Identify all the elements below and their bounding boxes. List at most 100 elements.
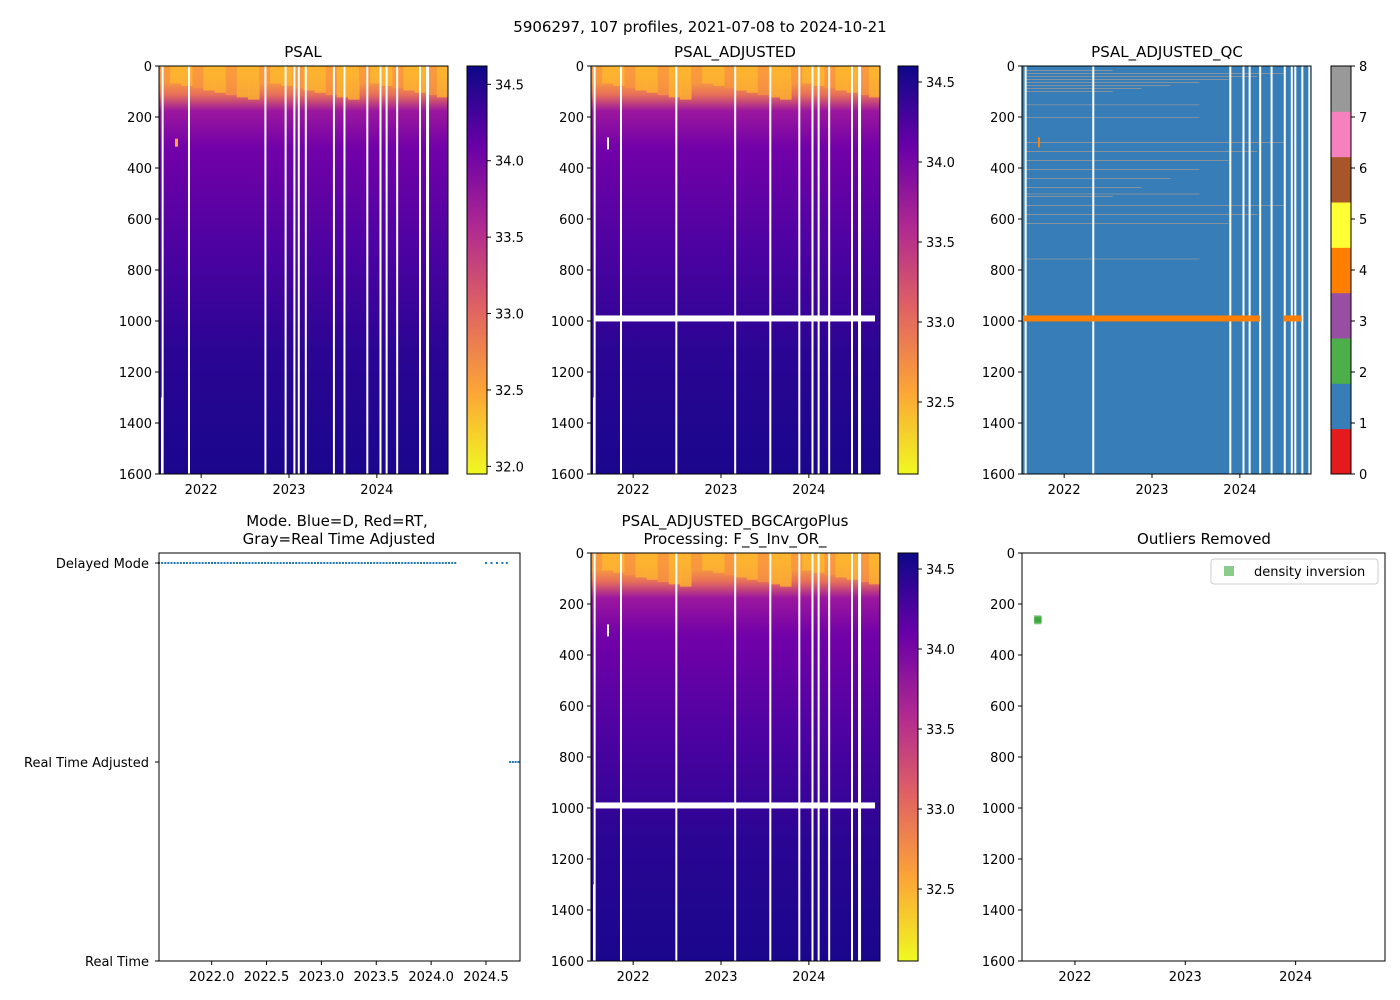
delayed-mode-point — [304, 562, 307, 564]
panel-psal-field — [159, 66, 448, 474]
colorbar-tick-label: 6 — [1359, 162, 1367, 177]
surface-fresh-layer — [713, 553, 725, 573]
panel-outliers-title: Outliers Removed — [1137, 530, 1271, 548]
xtick-label: 2023 — [704, 483, 737, 498]
qc-flag-streak — [1026, 196, 1113, 197]
delayed-mode-point — [189, 562, 192, 564]
surface-fresh-layer — [702, 66, 714, 84]
delayed-mode-point — [410, 562, 413, 564]
surface-fresh-layer — [713, 66, 725, 86]
delayed-mode-point — [313, 562, 316, 564]
profile-gap — [619, 66, 622, 474]
colorbar-tick-label: 32.5 — [926, 883, 955, 898]
panel-psal-adjusted-marks — [591, 66, 881, 474]
delayed-mode-point — [348, 562, 351, 564]
surface-fresh-layer — [635, 553, 648, 578]
surface-fresh-layer — [746, 66, 759, 93]
delayed-mode-point — [282, 562, 285, 564]
panel-psal-adjusted-yticks: 0 200 400 600 800 1000 1200 1400 1600 — [551, 60, 591, 483]
xtick-label: 2024.0 — [408, 970, 454, 985]
surface-fresh-layer — [657, 553, 670, 583]
qc-flag-streak — [1026, 223, 1229, 224]
delayed-mode-point — [505, 562, 508, 564]
colorbar-tick-label: 7 — [1359, 111, 1367, 126]
ytick-label: 0 — [576, 60, 584, 75]
surface-fresh-layer — [679, 66, 692, 100]
panel-psal-bgc-marks — [591, 553, 881, 961]
panel-outliers-xticks: 2022 2023 2024 — [1058, 961, 1312, 985]
profile-gap — [619, 553, 622, 961]
colorbar-tick-label: 34.5 — [926, 563, 955, 578]
profile-gap — [366, 66, 369, 474]
delayed-mode-point — [273, 562, 276, 564]
profile-gap — [1024, 66, 1027, 474]
profile-gap — [817, 66, 820, 474]
xtick-label: 2023.0 — [299, 970, 345, 985]
figure-suptitle: 5906297, 107 profiles, 2021-07-08 to 202… — [513, 18, 886, 36]
delayed-mode-point — [214, 562, 217, 564]
surface-fresh-layer — [591, 553, 603, 569]
profile-gap — [811, 66, 814, 474]
panel-psal-qc-colorbar — [1331, 66, 1351, 475]
delayed-mode-point — [391, 562, 394, 564]
xtick-label: 2024 — [1279, 970, 1312, 985]
profile-gap — [593, 66, 596, 474]
delayed-mode-point — [195, 562, 198, 564]
delayed-mode-point — [407, 562, 410, 564]
qc-flag-streak — [1026, 91, 1113, 92]
profile-gap — [817, 553, 820, 961]
panel-psal-bgc: PSAL_ADJUSTED_BGCArgoPlus Processing: F_… — [551, 512, 955, 985]
ytick-label: 1400 — [982, 417, 1015, 432]
panel-mode-title-line2: Gray=Real Time Adjusted — [243, 530, 436, 548]
ytick-label: Real Time Adjusted — [24, 756, 149, 771]
surface-fresh-layer — [236, 66, 249, 98]
profile-gap — [1283, 66, 1286, 474]
profile-gap — [1242, 66, 1245, 474]
profile-gap — [798, 553, 801, 961]
delayed-mode-point — [257, 562, 260, 564]
delayed-mode-point — [379, 562, 382, 564]
colorbar-tick-label: 0 — [1359, 468, 1367, 483]
xtick-label: 2022.5 — [244, 970, 290, 985]
delayed-mode-point — [192, 562, 195, 564]
delayed-mode-point — [239, 562, 242, 564]
delayed-mode-point — [279, 562, 282, 564]
ytick-label: 400 — [127, 162, 152, 177]
panel-mode-frame — [158, 552, 521, 962]
delayed-mode-point — [388, 562, 391, 564]
ytick-label: 600 — [559, 213, 584, 228]
surface-fresh-layer — [668, 66, 681, 98]
surface-fresh-layer — [247, 66, 260, 100]
panel-psal-marks — [159, 66, 449, 474]
ytick-label: 200 — [127, 111, 152, 126]
delayed-mode-point — [454, 562, 457, 564]
delayed-mode-point — [444, 562, 447, 564]
panel-psal-adjusted: PSAL_ADJUSTED 0 200 400 600 800 1000 1200 1400 1… — [551, 43, 955, 498]
ytick-label: 1600 — [119, 468, 152, 483]
delayed-mode-point — [357, 562, 360, 564]
qc-colorbar-segment — [1331, 338, 1351, 384]
delayed-mode-point — [432, 562, 435, 564]
delayed-mode-point — [370, 562, 373, 564]
profile-gap — [1308, 66, 1311, 474]
colorbar-tick-label: 5 — [1359, 213, 1367, 228]
surface-fresh-layer — [835, 553, 848, 578]
ytick-label: 1400 — [551, 417, 584, 432]
profile-gap — [769, 66, 772, 474]
profile-gap — [304, 66, 307, 474]
profile-gap — [284, 66, 287, 474]
delayed-mode-point — [198, 562, 201, 564]
profile-gap — [1259, 66, 1262, 474]
panel-outliers-legend: density inversion — [1210, 558, 1379, 585]
ytick-label: 600 — [990, 213, 1015, 228]
colorbar-tick-label: 33.0 — [926, 316, 955, 331]
colorbar-tick-label: 32.5 — [495, 384, 524, 399]
qc-flag-4-band — [1023, 315, 1260, 322]
xtick-label: 2023 — [1169, 970, 1202, 985]
profile-gap — [396, 66, 399, 474]
ytick-label: 800 — [127, 264, 152, 279]
delayed-mode-point — [173, 562, 176, 564]
colorbar-tick-label: 33.5 — [926, 723, 955, 738]
surface-fresh-layer — [281, 66, 293, 86]
panel-outliers-yticks: 0 200 400 600 800 1000 1200 1400 1600 — [982, 547, 1022, 970]
